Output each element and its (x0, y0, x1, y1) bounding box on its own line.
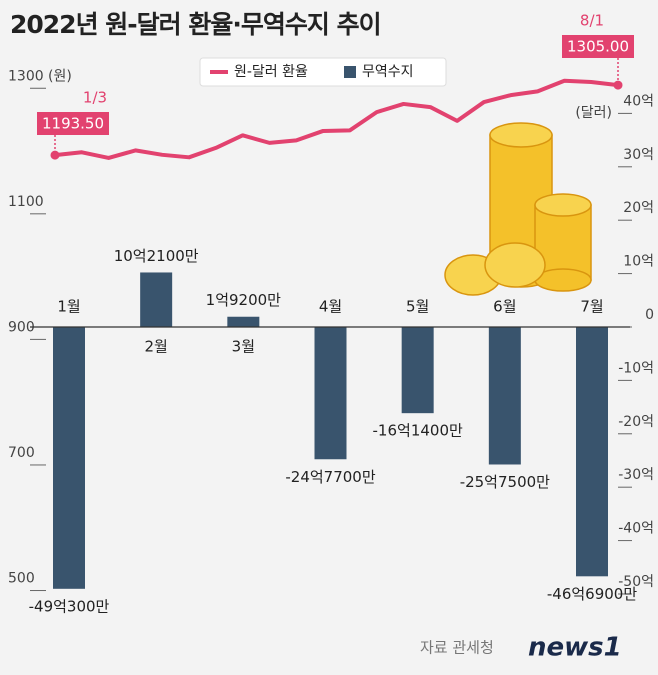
label-box (562, 35, 634, 58)
point (613, 80, 623, 90)
y2-tick-label: -50억 (618, 574, 654, 590)
legend-swatch (344, 66, 356, 78)
value-label: -49억300만 (29, 597, 110, 615)
y-tick-label: 1100 (8, 194, 44, 210)
y2-tick-label: 0 (645, 307, 654, 323)
value-label: 1193.50 (42, 115, 104, 133)
source: 자료 관세청 (420, 639, 494, 657)
value-label: -46억6900만 (547, 585, 637, 603)
bar (140, 272, 173, 327)
point-label: 8/1 (580, 12, 604, 30)
bar (401, 326, 434, 414)
y2-tick-label: 40억 (623, 93, 654, 109)
bar (227, 316, 260, 327)
x-tick-label: 7월 (580, 297, 603, 315)
x-tick-label: 2월 (144, 337, 167, 355)
bar (576, 326, 608, 577)
bar (53, 326, 85, 589)
legend-box (199, 57, 447, 87)
y-tick-label: 700 (8, 445, 35, 461)
x-tick-label: 1월 (57, 297, 80, 315)
label-box (37, 112, 109, 135)
x-tick-label: 4월 (319, 297, 342, 315)
y-unit: (원) (48, 68, 72, 84)
y2-tick-label: -30억 (618, 467, 654, 483)
y2-tick-label: 10억 (623, 254, 654, 270)
logo: news1 (528, 633, 622, 663)
y2-tick-label: 30억 (623, 147, 654, 163)
x-tick-label: 3월 (232, 337, 255, 355)
chart-title: 2022년 원-달러 환율·무역수지 추이 (10, 10, 381, 39)
y-tick-label: 500 (8, 571, 35, 587)
y2-unit: (달러) (575, 105, 612, 121)
y2-tick-label: 20억 (623, 200, 654, 216)
x-tick-label: 6월 (493, 297, 516, 315)
value-label: 10억2100만 (114, 247, 199, 265)
legend-label: 원-달러 환율 (234, 64, 308, 80)
legend-label: 무역수지 (362, 64, 414, 80)
value-label: -25억7500만 (460, 473, 550, 491)
value-label: 1억9200만 (206, 291, 282, 309)
line (54, 78, 619, 160)
y2-tick-label: -40억 (618, 521, 654, 537)
y2-tick-label: -10억 (618, 360, 654, 376)
y-tick-label: 1300 (8, 68, 44, 84)
value-label: -24억7700만 (285, 468, 375, 486)
bar (488, 326, 521, 465)
value-label: -16억1400만 (373, 422, 463, 440)
value-label: 1305.00 (567, 38, 629, 56)
point-label: 1/3 (83, 89, 107, 107)
y-tick-label: 900 (8, 319, 35, 335)
x-tick-label: 5월 (406, 297, 429, 315)
bar (314, 326, 347, 460)
y2-tick-label: -20억 (618, 414, 654, 430)
coins-illustration (444, 122, 592, 296)
